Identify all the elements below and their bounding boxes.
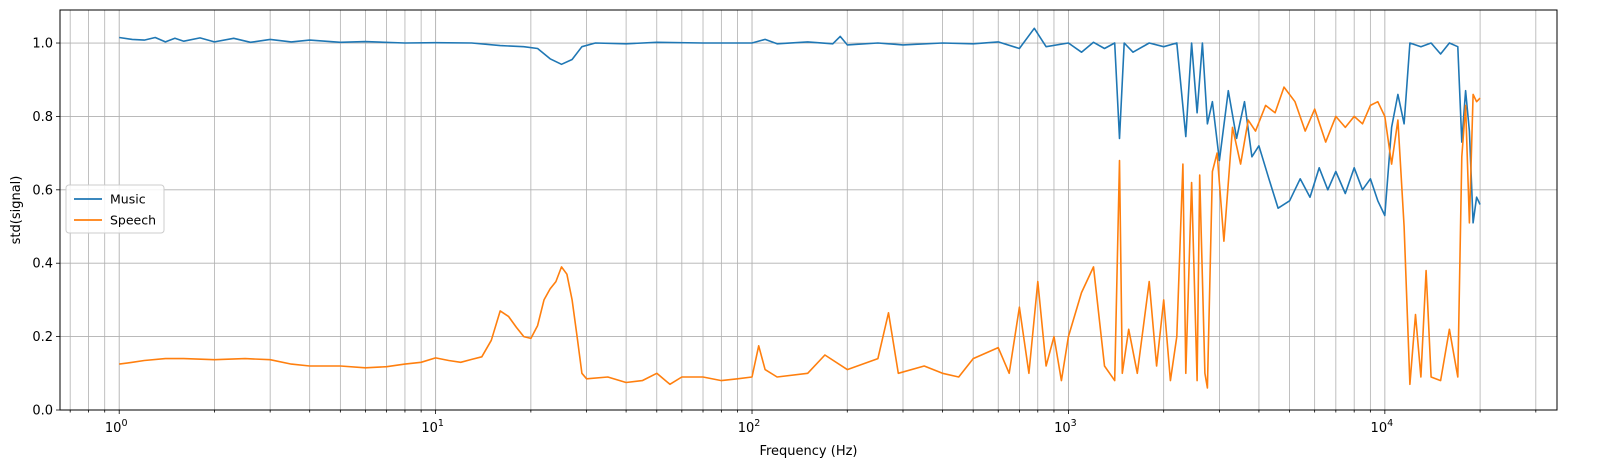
- legend: Music Speech: [65, 184, 165, 234]
- legend-speech-label: Speech: [110, 213, 156, 228]
- y-tick-label: 1.0: [32, 37, 53, 52]
- x-tick-label: 102: [738, 418, 761, 436]
- legend-box: [65, 184, 165, 234]
- x-axis-label: Frequency (Hz): [759, 444, 857, 459]
- y-tick-label: 0.2: [32, 330, 53, 345]
- x-tick-label: 101: [421, 418, 444, 436]
- ticks: 0.0 0.2 0.4 0.6 0.8 1.0 100 101 102 103 104: [32, 37, 1537, 436]
- y-tick-label: 0.6: [32, 183, 53, 198]
- plot-frame: [59, 9, 1558, 411]
- x-tick-label: 103: [1054, 418, 1077, 436]
- series-line-music: [119, 27, 1481, 224]
- y-tick-label: 0.8: [32, 110, 53, 125]
- x-tick-label: 104: [1371, 418, 1394, 436]
- y-tick-label: 0.0: [32, 404, 53, 419]
- y-tick-label: 0.4: [32, 257, 53, 272]
- legend-music-label: Music: [110, 192, 146, 207]
- series-line-speech: [119, 86, 1481, 389]
- y-axis-label: std(signal): [9, 176, 24, 245]
- x-tick-label: 100: [105, 418, 128, 436]
- series-lines: [119, 27, 1481, 389]
- grid: [60, 10, 1557, 411]
